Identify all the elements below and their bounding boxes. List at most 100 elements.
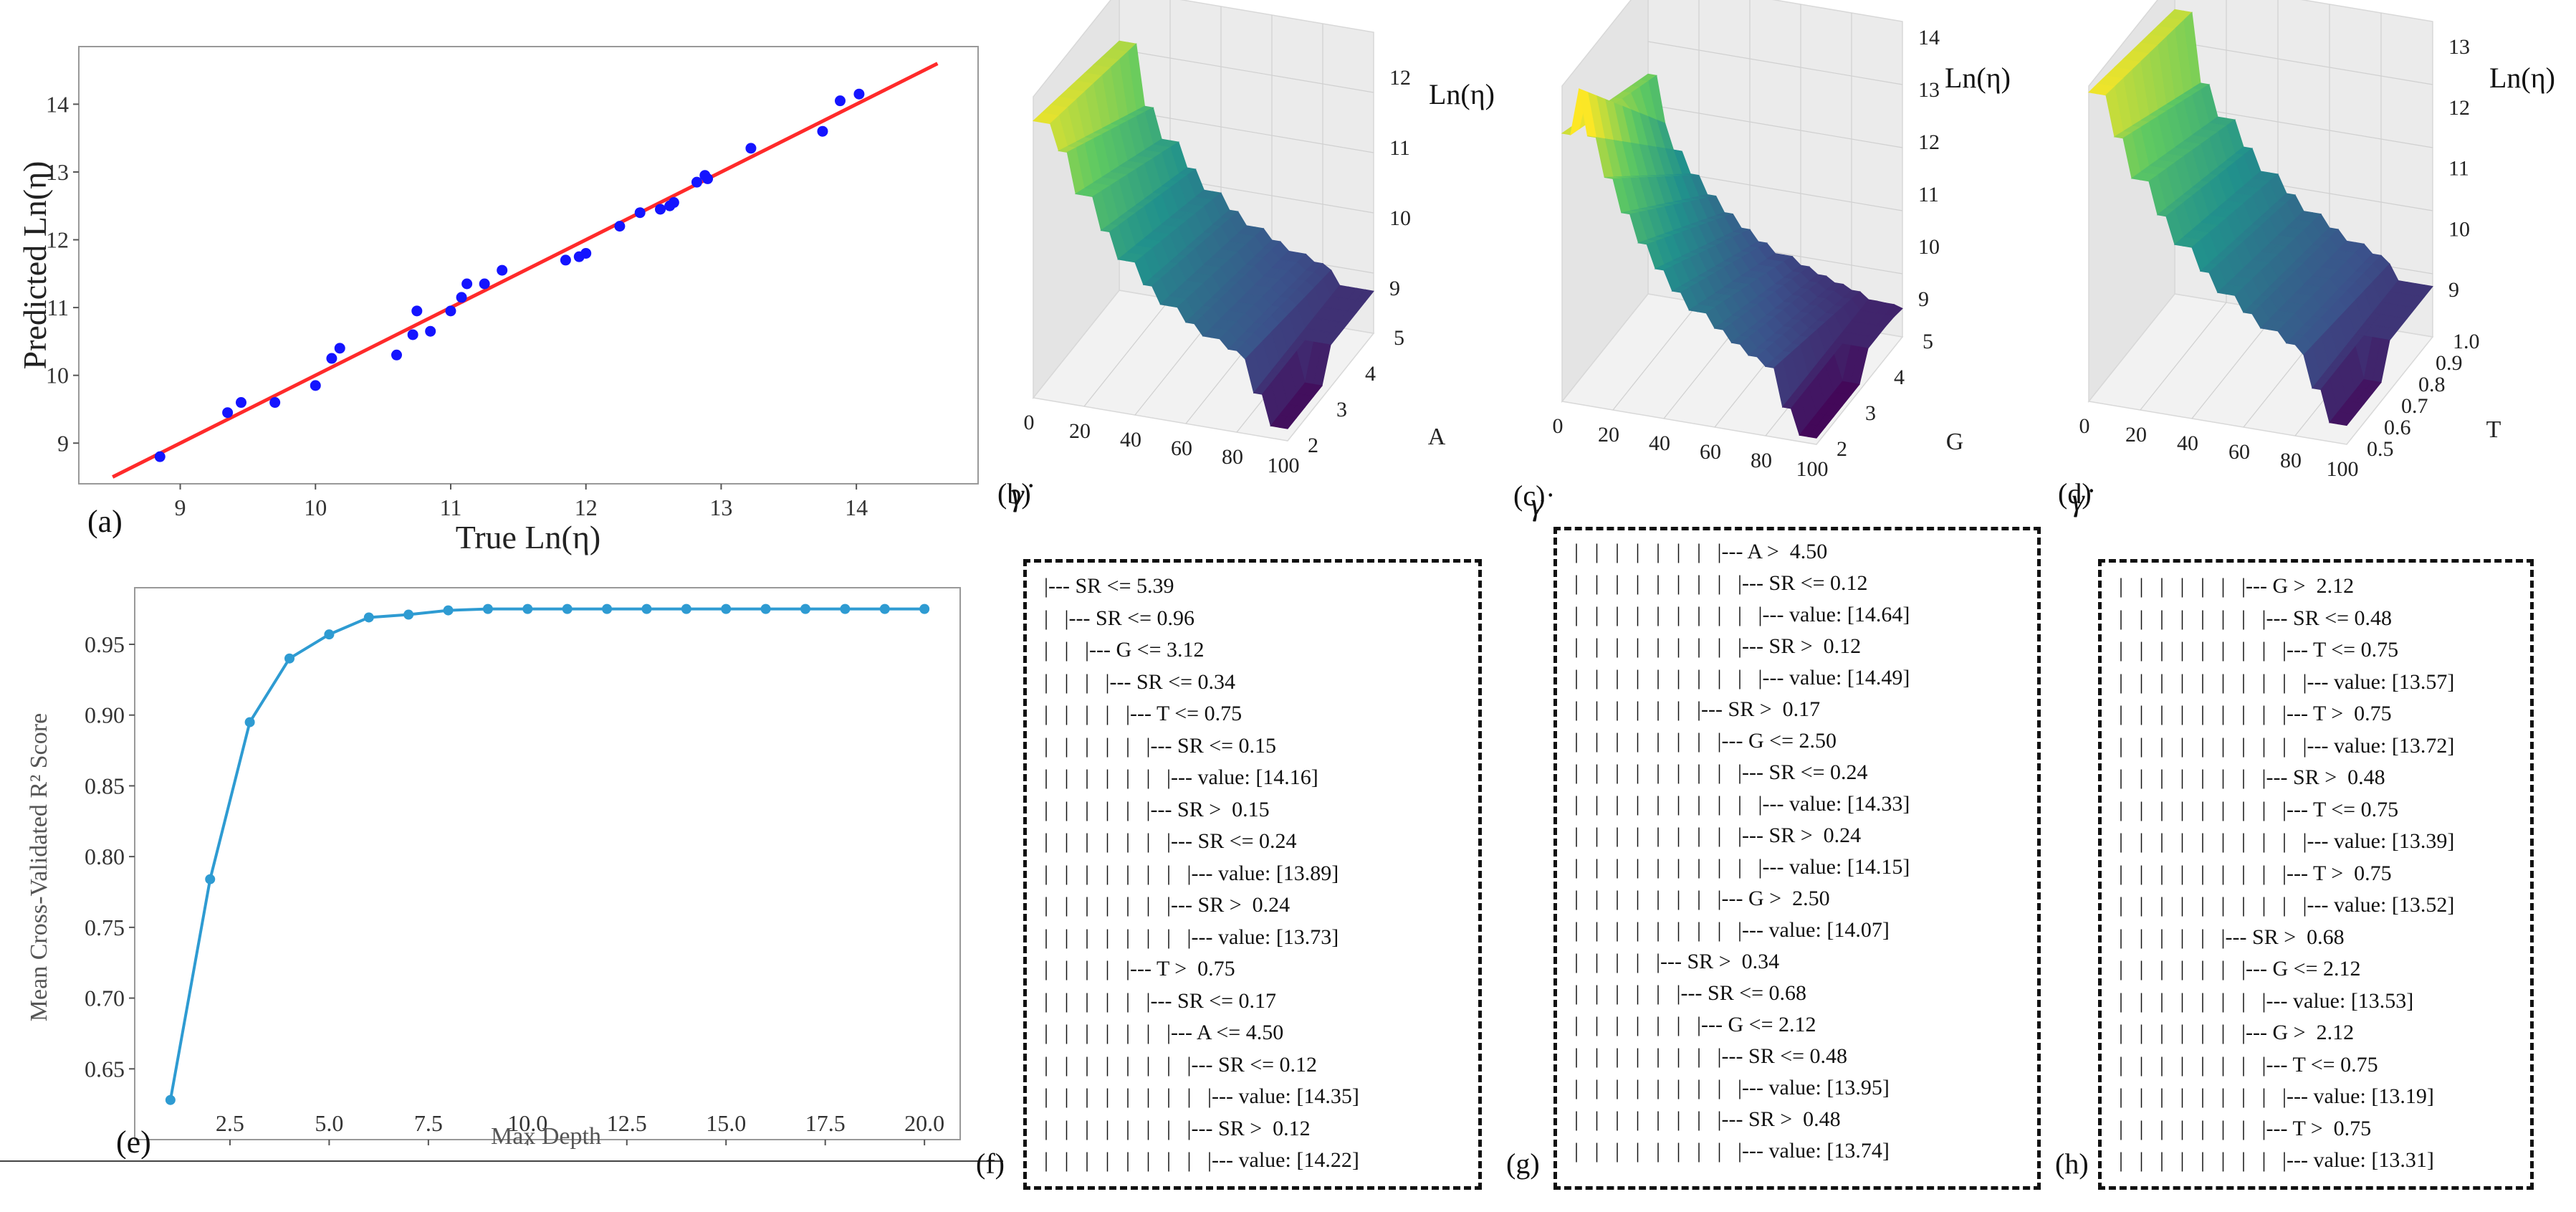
x-tick-label-3d: 60 (1700, 440, 1721, 464)
y-tick-label-e: 0.65 (85, 1056, 125, 1082)
depth-point (800, 603, 810, 614)
y-tick-label-e: 0.95 (85, 631, 125, 657)
tree-line: | | | | | | | |--- SR <= 0.12 (1044, 1052, 1318, 1077)
tree-line: | | | | | | | | |--- SR <= 0.12 (1574, 571, 1868, 595)
depth-point (363, 612, 374, 623)
x-tick-label-e: 20.0 (904, 1110, 944, 1136)
scatter-point (497, 264, 508, 276)
x-tick-label-a: 13 (709, 495, 732, 520)
decision-tree-f: |--- SR <= 5.39 | |--- SR <= 0.96 | | |---… (1023, 559, 1482, 1190)
x-tick-label-3d: 0 (1553, 414, 1564, 438)
scatter-point (580, 247, 592, 259)
tree-line: | | | | | | |--- A <= 4.50 (1044, 1021, 1284, 1044)
tree-line: | | | | | |--- SR <= 0.15 (1044, 733, 1277, 758)
z-tick-label-3d: 10 (1918, 235, 1940, 259)
y-tick-label-3d: 5 (1394, 326, 1404, 350)
y-tick-label-3d: 4 (1894, 366, 1905, 389)
panel-label-e: (e) (116, 1125, 151, 1160)
grid-line (2140, 302, 2227, 411)
depth-point (482, 603, 493, 614)
decision-tree-h: | | | | | | |--- G > 2.12 | | | | | | | |… (2098, 559, 2534, 1190)
scatter-point (425, 325, 436, 337)
decision-tree-g: | | | | | | | |--- A > 4.50 | | | | | | |… (1553, 527, 2041, 1190)
x-tick-label-3d: 40 (1120, 428, 1141, 452)
tree-line: | | | | |--- T <= 0.75 (1044, 702, 1242, 725)
tree-line: | | | | | |--- SR > 0.68 (2119, 925, 2345, 949)
panel-label-h: (h) (2055, 1147, 2089, 1180)
depth-point (284, 653, 295, 664)
tree-line: | | | | | |--- SR <= 0.68 (1574, 981, 1807, 1005)
scatter-point (222, 407, 234, 419)
y-tick-label-3d: 5 (1923, 330, 1933, 353)
surface-facet (2337, 413, 2356, 426)
tree-line: | | | | | | | |--- SR <= 0.48 (2119, 606, 2393, 630)
y-tick-label-a: 12 (46, 227, 69, 253)
tree-line: | | | | | | | | |--- T > 0.75 (2119, 861, 2392, 885)
scatter-point (334, 343, 345, 354)
scatter-point (817, 125, 828, 137)
z-tick-label-3d: 11 (1918, 183, 1939, 206)
tree-line: | | | | | | | |--- T > 0.75 (2119, 1116, 2372, 1140)
scatter-point (407, 329, 418, 340)
depth-curve (168, 607, 925, 1101)
z-tick-label-3d: 9 (2448, 278, 2459, 302)
y-axis-label-3d: T (2486, 416, 2501, 443)
y-axis-label-a: Predicted Ln(η) (16, 161, 53, 369)
depth-point (443, 605, 454, 616)
scatter-point (456, 292, 467, 303)
panel-label-g: (g) (1506, 1147, 1540, 1180)
z-axis-label: Ln(η) (1945, 62, 2011, 94)
scatter-point (310, 380, 321, 391)
panel-label-c: (c) (1513, 479, 1545, 512)
x-tick-label-3d: 60 (2228, 440, 2250, 464)
scatter-point (391, 349, 402, 361)
y-tick-label-a: 14 (46, 91, 69, 117)
y-tick-label-3d: 0.8 (2418, 373, 2446, 396)
tree-line: | | | | | | | | |--- value: [14.35] (1044, 1084, 1359, 1108)
depth-point (562, 603, 573, 614)
scatter-point (445, 305, 456, 317)
tree-line: | | | | | | | | | |--- value: [14.15] (1574, 855, 1910, 879)
tree-line: | | | | | | | |--- SR > 0.48 (1574, 1107, 1841, 1131)
tree-line: | | | | | | | | |--- SR > 0.24 (1574, 824, 1862, 847)
y-tick-label-e: 0.70 (85, 986, 125, 1011)
scatter-point (655, 204, 666, 215)
z-tick-label-3d: 11 (1389, 136, 1410, 160)
y-tick-label-3d: 3 (1865, 401, 1876, 425)
depth-point (641, 603, 652, 614)
tree-line: | | | | | | | |--- value: [13.53] (2119, 988, 2414, 1013)
tree-line: | | | | | | |--- SR <= 0.24 (1044, 829, 1297, 853)
tree-line: | | | | | | | | |--- SR > 0.12 (1574, 634, 1862, 658)
tree-line: | | | | | | | |--- G > 2.50 (1574, 887, 1830, 910)
z-axis-label: Ln(η) (1429, 78, 1495, 110)
y-tick-label-a: 10 (46, 363, 69, 388)
tree-line: | |--- SR <= 0.96 (1044, 606, 1195, 630)
tree-line: | | | | | | | | |--- value: [13.74] (1574, 1139, 1890, 1163)
tree-line: | | | | | | |--- SR > 0.24 (1044, 893, 1291, 917)
y-tick-label-e: 0.90 (85, 702, 125, 728)
surface-facet (1278, 416, 1297, 429)
depth-point (760, 603, 771, 614)
x-tick-label-3d: 60 (1171, 436, 1192, 460)
tree-line: | | | | | | | | |--- T <= 0.75 (2119, 638, 2399, 662)
y-tick-label-3d: 2 (1308, 434, 1318, 457)
x-tick-label-3d: 20 (1598, 423, 1619, 447)
y-axis-label-3d: A (1428, 424, 1446, 450)
depth-point (721, 603, 732, 614)
x-tick-label-e: 15.0 (706, 1110, 746, 1136)
y-tick-label-a: 13 (46, 159, 69, 185)
scatter-point (668, 197, 679, 209)
y-tick-label-3d: 2 (1837, 437, 1847, 461)
y-tick-label-3d: 4 (1365, 362, 1376, 386)
scatter-point (326, 353, 337, 364)
tree-line: |--- SR <= 5.39 (1044, 574, 1174, 598)
tree-line: | | | | | | | |--- value: [13.89] (1044, 861, 1339, 885)
y-tick-label-e: 0.85 (85, 773, 125, 798)
y-tick-label-3d: 3 (1336, 398, 1347, 421)
panel-label-f: (f) (976, 1147, 1005, 1180)
x-tick-label-a: 11 (440, 495, 462, 520)
x-tick-label-a: 9 (175, 495, 186, 520)
depth-point (840, 603, 851, 614)
